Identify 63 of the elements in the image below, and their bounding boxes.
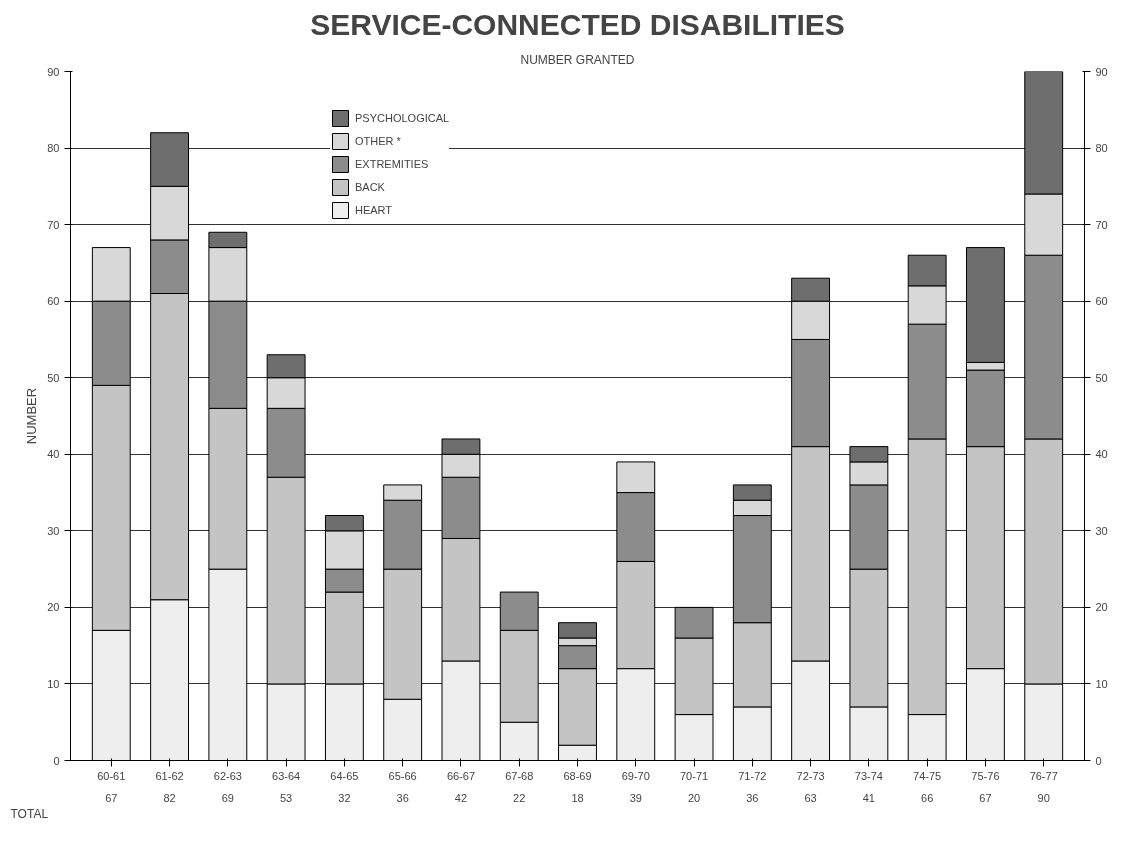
x-tick-label: 63-64	[272, 769, 301, 782]
x-tick-label: 62-63	[213, 769, 242, 782]
y2-tick-label: 70	[1095, 218, 1108, 231]
y-tick-label: 90	[47, 65, 60, 78]
legend-label: PSYCHOLOGICAL	[355, 112, 450, 124]
total-label: 67	[105, 791, 118, 804]
y2-tick-label: 40	[1095, 448, 1108, 461]
y-axis-title: NUMBER	[24, 387, 40, 445]
x-tick-label: 60-61	[97, 769, 126, 782]
y-tick-label: 80	[47, 142, 60, 155]
x-tick-label: 66-67	[446, 769, 476, 782]
x-tick-label: 70-71	[679, 769, 709, 782]
y-tick-label: 60	[47, 295, 60, 308]
y2-tick-label: 0	[1095, 754, 1102, 767]
text: TOTAL	[10, 806, 49, 821]
total-label: 67	[979, 791, 992, 804]
chart-subtitle: NUMBER GRANTED	[520, 52, 635, 67]
y-tick-label: 50	[47, 371, 60, 384]
y-tick-label: 0	[53, 754, 60, 767]
total-label: 22	[513, 791, 526, 804]
total-label: 53	[280, 791, 293, 804]
total-label: 18	[571, 791, 584, 804]
total-label: 41	[862, 791, 876, 804]
x-tick-label: 74-75	[913, 769, 942, 782]
x-tick-label: 76-77	[1029, 769, 1058, 782]
y-tick-label: 30	[47, 524, 60, 537]
y2-tick-label: 30	[1095, 524, 1108, 537]
total-label: 20	[687, 791, 701, 804]
y2-tick-label: 50	[1095, 371, 1108, 384]
x-tick-label: 65-66	[388, 769, 417, 782]
x-tick-label: 64-65	[330, 769, 359, 782]
x-tick-label: 71-72	[738, 769, 767, 782]
total-label: 90	[1037, 791, 1050, 804]
x-tick-label: 67-68	[505, 769, 534, 782]
legend-label: OTHER *	[355, 135, 401, 147]
y-tick-label: 20	[47, 601, 60, 614]
y-tick-label: 40	[47, 448, 60, 461]
total-label: 63	[804, 791, 817, 804]
y2-tick-label: 10	[1095, 677, 1108, 690]
x-tick-label: 68-69	[563, 769, 592, 782]
y2-tick-label: 20	[1095, 601, 1108, 614]
total-label: 36	[746, 791, 759, 804]
y2-tick-label: 80	[1095, 142, 1108, 155]
x-tick-label: 73-74	[854, 769, 883, 782]
total-label: 32	[338, 791, 351, 804]
total-label: 42	[454, 791, 468, 804]
chart-title: SERVICE-CONNECTED DISABILITIES	[310, 7, 845, 41]
total-label: 69	[221, 791, 234, 804]
y-tick-label: 70	[47, 218, 60, 231]
total-label: 39	[629, 791, 642, 804]
y2-tick-label: 60	[1095, 295, 1108, 308]
x-tick-label: 75-76	[971, 769, 1000, 782]
x-tick-label: 72-73	[796, 769, 825, 782]
x-tick-label: 69-70	[621, 769, 650, 782]
total-label: 66	[921, 791, 934, 804]
y2-tick-label: 90	[1095, 65, 1108, 78]
legend-label: EXTREMITIES	[355, 158, 429, 170]
legend-label: BACK	[355, 181, 385, 193]
x-tick-label: 61-62	[155, 769, 184, 782]
total-label: 82	[163, 791, 176, 804]
total-label: 36	[396, 791, 409, 804]
y-tick-label: 10	[47, 677, 60, 690]
legend-label: HEART	[355, 204, 393, 216]
